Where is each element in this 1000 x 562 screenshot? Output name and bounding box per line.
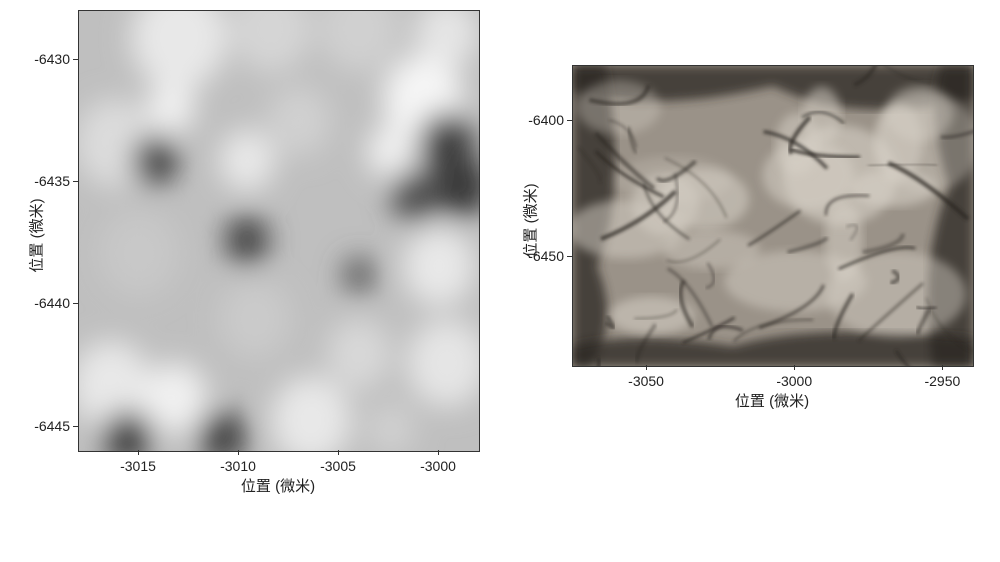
right-xtick-label: -2950 [924,373,960,389]
left-xtick-label: -3010 [220,458,256,474]
left-panel: -6430-6435-6440-6445 -3015-3010-3005-300… [0,0,510,527]
left-ytick-label: -6440 [10,295,70,311]
right-xtick-label: -3000 [776,373,812,389]
left-xtick-label: -3015 [120,458,156,474]
left-x-axis-label: 位置 (微米) [78,475,478,496]
left-y-axis-label: 位置 (微米) [26,176,47,296]
left-heatmap-plot [78,10,480,452]
left-ytick-label: -6430 [10,51,70,67]
right-ytick-label: -6400 [514,112,564,128]
right-microscopy-plot [572,65,974,367]
right-x-axis-label: 位置 (微米) [572,390,972,411]
left-xtick-label: -3000 [420,458,456,474]
heatmap-svg [79,11,479,451]
right-xtick-label: -3050 [628,373,664,389]
microscopy-svg [573,66,973,366]
right-panel: -6400-6450 -3050-3000-2950 位置 (微米) 位置 (微… [510,35,1000,562]
right-y-axis-label: 位置 (微米) [520,161,541,281]
left-ytick-label: -6445 [10,418,70,434]
figure-container: -6430-6435-6440-6445 -3015-3010-3005-300… [0,0,1000,527]
left-xtick-label: -3005 [320,458,356,474]
